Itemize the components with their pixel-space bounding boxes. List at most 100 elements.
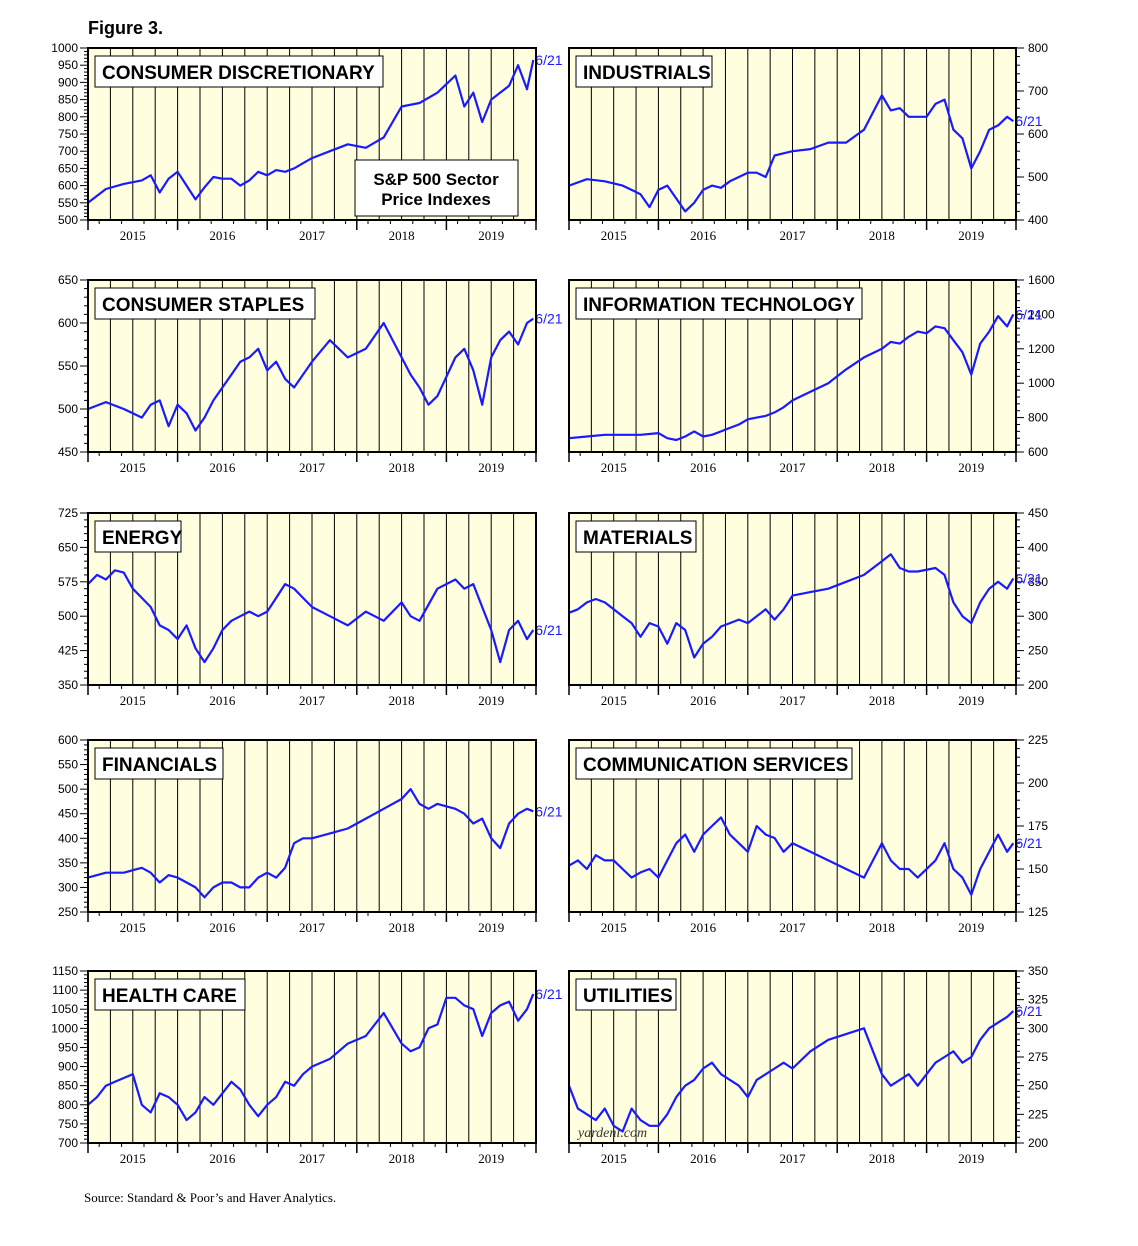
series-line	[568, 816, 1015, 896]
panel-frame	[87, 512, 537, 686]
end-date-label: 6/21	[535, 803, 562, 819]
end-date-label: 6/21	[1015, 113, 1042, 129]
x-tick-label: 2015	[601, 1151, 627, 1166]
panel-title: CONSUMER STAPLES	[102, 295, 304, 316]
y-tick-label: 500	[1028, 170, 1048, 184]
x-tick-label: 2019	[958, 920, 984, 935]
x-tick-label: 2016	[209, 1151, 236, 1166]
series-line	[568, 553, 1015, 659]
x-tick-label: 2016	[690, 693, 717, 708]
x-tick-label: 2019	[478, 920, 504, 935]
x-tick-label: 2017	[780, 460, 807, 475]
note-box	[354, 159, 519, 217]
y-tick-label: 200	[1028, 1136, 1048, 1150]
watermark: yardeni.com	[576, 1126, 647, 1141]
y-tick-label: 400	[1028, 213, 1048, 227]
x-tick-label: 2018	[389, 920, 415, 935]
panel-title-box	[94, 978, 246, 1011]
x-tick-label: 2019	[478, 693, 504, 708]
y-tick-label: 1000	[51, 1021, 78, 1035]
y-tick-label: 575	[58, 575, 78, 589]
y-tick-label: 1050	[51, 1002, 78, 1016]
x-tick-label: 2019	[478, 228, 504, 243]
panel-title: CONSUMER DISCRETIONARY	[102, 63, 375, 84]
end-date-label: 6/21	[535, 52, 562, 68]
panel-frame	[87, 279, 537, 453]
y-tick-label: 600	[1028, 127, 1048, 141]
panel-frame	[568, 47, 1017, 221]
x-tick-label: 2015	[120, 1151, 146, 1166]
panel-frame	[87, 47, 537, 221]
panel-title: UTILITIES	[583, 986, 673, 1007]
end-date-label: 6/21	[1015, 835, 1042, 851]
panel-title-box	[94, 55, 384, 88]
x-tick-label: 2015	[601, 920, 627, 935]
x-tick-label: 2018	[869, 228, 895, 243]
panel-title-box	[575, 747, 853, 780]
panel-frame	[568, 512, 1017, 686]
y-tick-label: 450	[58, 807, 78, 821]
y-tick-label: 300	[1028, 609, 1048, 623]
panel-title-box	[94, 747, 224, 780]
y-tick-label: 650	[58, 540, 78, 554]
panel-title-box	[94, 287, 316, 320]
y-tick-label: 300	[1028, 1021, 1048, 1035]
y-tick-label: 1100	[52, 983, 78, 997]
y-tick-label: 550	[58, 758, 78, 772]
end-date-label: 6/21	[535, 986, 562, 1002]
y-tick-label: 500	[58, 782, 78, 796]
y-tick-label: 600	[58, 179, 78, 193]
y-tick-label: 450	[1028, 506, 1048, 520]
chart-panel-consumer-staples: 450 500 550 600 650 2015 2016 2017 2018 2019 6/21 C…	[58, 273, 563, 475]
panel-title: COMMUNICATION SERVICES	[583, 755, 848, 776]
x-tick-label: 2015	[120, 228, 146, 243]
x-tick-label: 2017	[299, 1151, 326, 1166]
panel-title-box	[575, 978, 677, 1011]
x-tick-label: 2015	[120, 920, 146, 935]
y-tick-label: 1000	[51, 41, 78, 55]
x-tick-label: 2019	[958, 228, 984, 243]
y-tick-label: 400	[1028, 540, 1048, 554]
panel-title-box	[94, 520, 182, 553]
series-line	[87, 317, 534, 432]
y-tick-label: 300	[58, 880, 78, 894]
y-tick-label: 550	[58, 196, 78, 210]
y-tick-label: 125	[1028, 905, 1048, 919]
note-line-2: Price Indexes	[381, 190, 491, 209]
y-tick-label: 850	[58, 1079, 78, 1093]
x-tick-label: 2017	[780, 228, 807, 243]
x-tick-label: 2019	[478, 1151, 504, 1166]
panel-frame	[568, 970, 1017, 1144]
chart-panel-energy: 350 425 500 575 650 725 2015 2016 2017 2018 2019 6/…	[58, 506, 563, 708]
panel-title: INDUSTRIALS	[583, 63, 711, 84]
end-date-label: 6/21	[1015, 1003, 1042, 1019]
y-tick-label: 200	[1028, 678, 1048, 692]
y-tick-label: 700	[58, 144, 78, 158]
chart-panel-communication-services: 125 150 175 200 225 2015 2016 2017 2018 2019 6/21 C…	[568, 733, 1048, 935]
y-tick-label: 1150	[52, 964, 78, 978]
x-tick-label: 2015	[601, 693, 627, 708]
x-tick-label: 2017	[780, 693, 807, 708]
series-line	[87, 993, 535, 1122]
y-tick-label: 500	[58, 213, 78, 227]
panel-title: INFORMATION TECHNOLOGY	[583, 295, 855, 316]
chart-panel-health-care: 700 750 800 850 900 950 1000 1050 1100 1150 2015 20…	[51, 964, 562, 1166]
panel-title-box	[575, 55, 713, 88]
y-tick-label: 350	[58, 856, 78, 870]
panel-title-box	[575, 520, 697, 553]
series-line	[568, 94, 1014, 213]
chart-panel-materials: 200 250 300 350 400 450 2015 2016 2017 2018 2019 6/…	[568, 506, 1048, 708]
y-tick-label: 275	[1028, 1050, 1048, 1064]
x-tick-label: 2017	[780, 920, 807, 935]
x-tick-label: 2019	[958, 460, 984, 475]
chart-panel-utilities: 200 225 250 275 300 325 350 2015 2016 2017 2018 201…	[567, 964, 1048, 1166]
x-tick-label: 2016	[690, 228, 717, 243]
panel-title: MATERIALS	[583, 528, 692, 549]
source-note: Source: Standard & Poor’s and Haver Anal…	[84, 1190, 337, 1205]
y-tick-label: 1400	[1028, 307, 1055, 321]
chart-panel-consumer-discretionary: 500 550 600 650 700 750 800 850 900 950 1000 2015 20…	[51, 41, 562, 243]
x-tick-label: 2016	[690, 920, 717, 935]
end-date-label: 6/21	[535, 311, 562, 327]
y-tick-label: 550	[58, 359, 78, 373]
